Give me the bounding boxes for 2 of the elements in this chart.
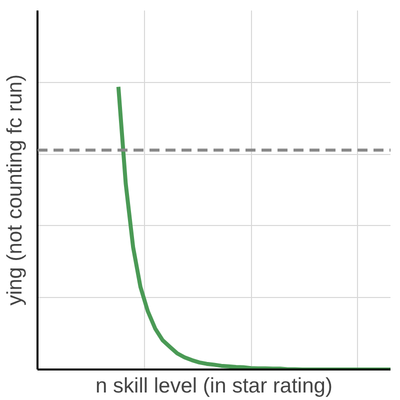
y-axis-title: ying (not counting fc run) <box>4 74 26 306</box>
x-axis-title: n skill level (in star rating) <box>96 374 332 398</box>
